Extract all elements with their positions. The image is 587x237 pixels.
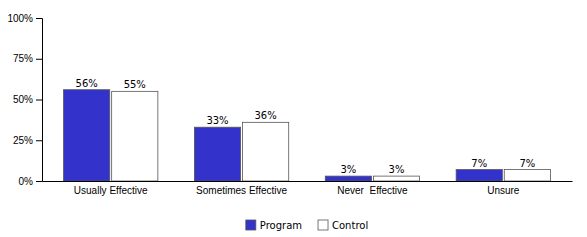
y-tick-mark [36,18,42,19]
legend-label: Program [260,220,302,231]
y-tick-label: 75% [13,53,33,64]
data-label: 33% [206,115,228,126]
x-axis-line [43,181,573,182]
bar [64,90,110,181]
y-axis-line [36,19,43,182]
data-label: 56% [76,78,98,89]
bar [243,122,289,181]
x-axis: Usually Effective Sometimes Effective Neve… [43,182,573,197]
y-tick: 0% [19,176,42,187]
x-tick-label: Usually Effective [74,185,148,196]
x-tick: Usually Effective [74,185,148,196]
data-labels: 56% 33% 3% 7% 55% 36% 3% 7% [76,78,536,175]
chart: 0% 25% 50% 75% 100% Usually Effective Sometime… [0,0,587,237]
bar [504,170,550,181]
y-tick: 25% [13,135,42,146]
y-tick-mark [36,181,42,182]
legend: Program Control [246,220,368,231]
data-label: 3% [389,164,405,175]
y-tick-label: 50% [13,94,33,105]
data-label: 7% [519,158,535,169]
y-tick-label: 0% [19,176,34,187]
series [112,91,551,181]
bar [456,170,502,181]
x-tick: Never Effective [337,185,408,196]
x-tick-label: Unsure [487,185,520,196]
data-label: 3% [340,164,356,175]
x-tick: Unsure [487,185,520,196]
y-tick-mark [36,100,42,101]
legend-item: Control [318,220,368,231]
bar [194,127,240,181]
y-tick: 100% [7,13,42,24]
bar [112,91,158,181]
x-tick-label: Never Effective [337,185,408,196]
y-tick-label: 100% [7,13,33,24]
data-label: 7% [471,158,487,169]
legend-item: Program [246,220,302,231]
y-axis: 0% 25% 50% 75% 100% [7,13,42,187]
y-tick: 50% [13,94,42,105]
legend-label: Control [332,220,368,231]
bar [373,176,419,181]
y-tick-label: 25% [13,135,33,146]
x-tick: Sometimes Effective [196,185,287,196]
y-tick-mark [36,59,42,60]
plot: 0% 25% 50% 75% 100% Usually Effective Sometime… [7,13,572,196]
y-tick: 75% [13,53,42,64]
legend-swatch [246,220,256,230]
bars [64,90,551,181]
y-tick-mark [36,140,42,141]
series [64,90,503,181]
bar [325,176,371,181]
data-label: 36% [255,110,277,121]
x-tick-label: Sometimes Effective [196,185,287,196]
data-label: 55% [124,79,146,90]
legend-swatch [318,220,328,230]
